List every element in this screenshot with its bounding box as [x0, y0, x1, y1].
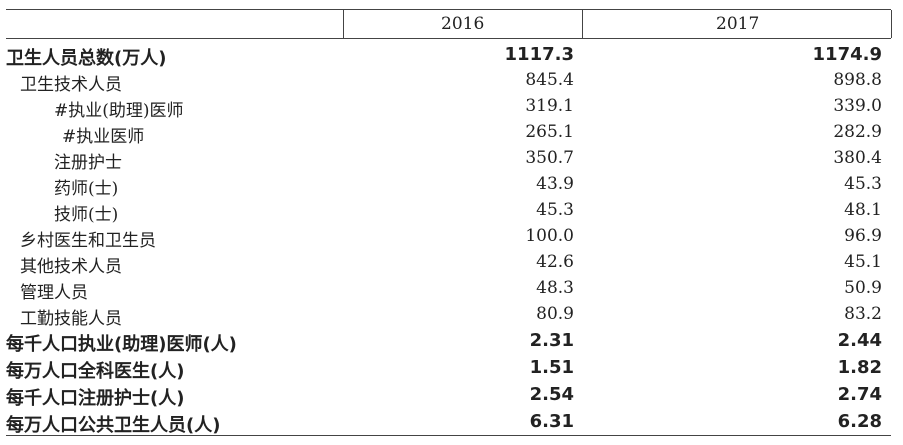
row-label: 每万人口全科医生(人) — [6, 361, 185, 382]
row-label: #执业医师 — [62, 127, 145, 147]
value-2017: 898.8 — [833, 70, 882, 90]
value-2017: 1.82 — [837, 357, 882, 378]
value-2017: 6.28 — [837, 411, 882, 432]
row-label: #执业(助理)医师 — [54, 101, 184, 121]
value-2017: 45.1 — [844, 252, 882, 272]
table-row: 每万人口全科医生(人) 1.51 1.82 — [6, 354, 891, 382]
header-label-2017: 2017 — [716, 14, 760, 34]
table-row: 药师(士) 43.9 45.3 — [6, 171, 891, 199]
value-2016: 265.1 — [525, 122, 574, 142]
row-label: 乡村医生和卫生员 — [20, 231, 156, 251]
table-header: 2016 2017 — [6, 9, 892, 39]
header-label-2016: 2016 — [441, 14, 485, 34]
row-label: 药师(士) — [54, 179, 119, 199]
value-2016: 43.9 — [536, 174, 574, 194]
value-2017: 96.9 — [844, 226, 882, 246]
value-2016: 1.51 — [529, 357, 574, 378]
row-label: 卫生人员总数(万人) — [6, 48, 167, 69]
value-2016: 48.3 — [536, 278, 574, 298]
row-label: 每千人口注册护士(人) — [6, 388, 185, 409]
row-label: 工勤技能人员 — [20, 309, 122, 329]
row-label: 技师(士) — [54, 205, 119, 225]
table-row: 工勤技能人员 80.9 83.2 — [6, 301, 891, 329]
table-row: 卫生技术人员 845.4 898.8 — [6, 67, 891, 95]
table-row: 每千人口执业(助理)医师(人) 2.31 2.44 — [6, 327, 891, 355]
table-body: 卫生人员总数(万人) 1117.3 1174.9 卫生技术人员 845.4 898.8 #执… — [6, 41, 891, 436]
value-2016: 1117.3 — [504, 44, 574, 65]
value-2016: 6.31 — [529, 411, 574, 432]
table-row: 每千人口注册护士(人) 2.54 2.74 — [6, 381, 891, 409]
value-2016: 319.1 — [525, 96, 574, 116]
table-row: 管理人员 48.3 50.9 — [6, 275, 891, 303]
value-2016: 45.3 — [536, 200, 574, 220]
row-label: 其他技术人员 — [20, 257, 122, 277]
value-2016: 845.4 — [525, 70, 574, 90]
row-label: 注册护士 — [54, 153, 122, 173]
value-2016: 2.31 — [529, 330, 574, 351]
value-2016: 42.6 — [536, 252, 574, 272]
value-2017: 48.1 — [844, 200, 882, 220]
row-label: 每千人口执业(助理)医师(人) — [6, 334, 237, 355]
value-2017: 380.4 — [833, 148, 882, 168]
table-row: 注册护士 350.7 380.4 — [6, 145, 891, 173]
table-row: 其他技术人员 42.6 45.1 — [6, 249, 891, 277]
value-2017: 1174.9 — [812, 44, 882, 65]
statistics-table: 2016 2017 卫生人员总数(万人) 1117.3 1174.9 卫生技术人员 84… — [6, 9, 892, 436]
header-cell-2016: 2016 — [343, 10, 583, 38]
table-row: 乡村医生和卫生员 100.0 96.9 — [6, 223, 891, 251]
value-2016: 350.7 — [525, 148, 574, 168]
value-2016: 100.0 — [525, 226, 574, 246]
value-2016: 80.9 — [536, 304, 574, 324]
table-row: #执业(助理)医师 319.1 339.0 — [6, 93, 891, 121]
header-cell-2017: 2017 — [582, 10, 892, 38]
value-2016: 2.54 — [529, 384, 574, 405]
table-row: 技师(士) 45.3 48.1 — [6, 197, 891, 225]
value-2017: 2.74 — [837, 384, 882, 405]
table-row: #执业医师 265.1 282.9 — [6, 119, 891, 147]
row-label: 每万人口公共卫生人员(人) — [6, 415, 221, 436]
value-2017: 83.2 — [844, 304, 882, 324]
value-2017: 2.44 — [837, 330, 882, 351]
value-2017: 282.9 — [833, 122, 882, 142]
row-label: 管理人员 — [20, 283, 88, 303]
value-2017: 50.9 — [844, 278, 882, 298]
table-bottom-rule — [6, 435, 891, 436]
value-2017: 339.0 — [833, 96, 882, 116]
table-row: 卫生人员总数(万人) 1117.3 1174.9 — [6, 41, 891, 69]
value-2017: 45.3 — [844, 174, 882, 194]
table-row: 每万人口公共卫生人员(人) 6.31 6.28 — [6, 408, 891, 436]
row-label: 卫生技术人员 — [20, 75, 122, 95]
